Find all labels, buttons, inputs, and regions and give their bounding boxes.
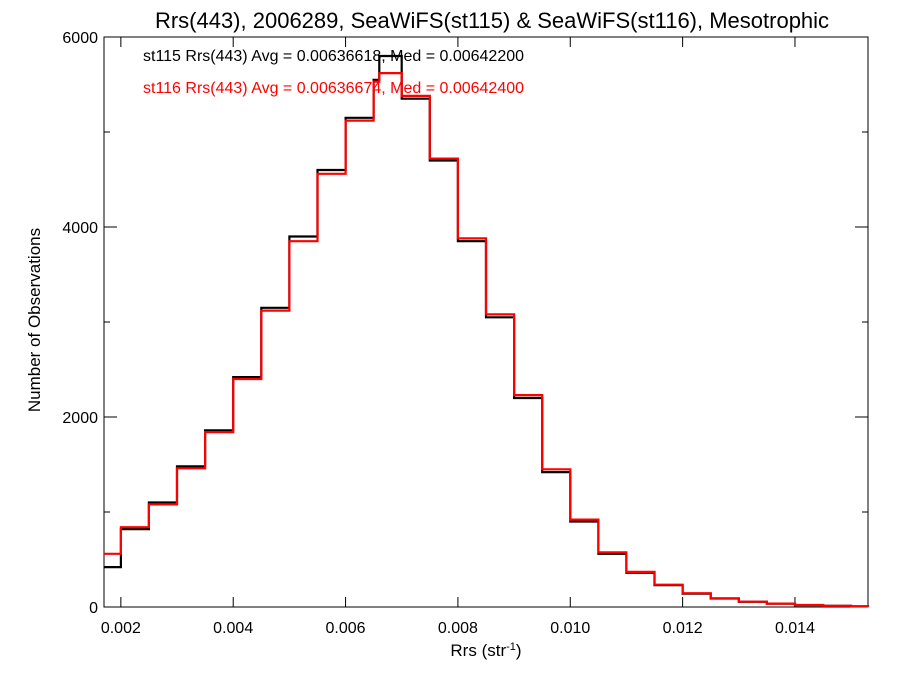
y-tick-label: 6000 (62, 30, 98, 47)
x-axis-label-main: Rrs (str (450, 641, 506, 660)
annotation-st115: st115 Rrs(443) Avg = 0.00636618, Med = 0… (143, 48, 524, 65)
plot-area: 0.002 0.004 0.006 0.008 0.010 0.012 0.014 0 2000… (62, 30, 870, 637)
x-axis-label-sup: -1 (506, 641, 516, 653)
x-tick-label: 0.002 (101, 620, 141, 637)
chart-title: Rrs(443), 2006289, SeaWiFS(st115) & SeaW… (155, 8, 829, 33)
plot-frame (103, 36, 869, 608)
x-tick-label: 0.004 (213, 620, 253, 637)
series-line-st115 (104, 54, 870, 608)
x-axis-label-end: ) (516, 641, 522, 660)
x-tick-label: 0.012 (663, 620, 703, 637)
y-tick-label: 4000 (62, 220, 98, 237)
series-line-st116 (104, 72, 870, 608)
y-tick-label: 0 (89, 600, 98, 617)
x-tick-label: 0.006 (326, 620, 366, 637)
y-tick-label: 2000 (62, 410, 98, 427)
x-tick-label: 0.008 (438, 620, 478, 637)
x-tick-label: 0.010 (550, 620, 590, 637)
y-axis-label: Number of Observations (25, 228, 44, 412)
x-axis-label: Rrs (str-1) (450, 641, 521, 660)
x-tick-label: 0.014 (775, 620, 815, 637)
annotation-st116: st116 Rrs(443) Avg = 0.00636674, Med = 0… (143, 80, 524, 97)
